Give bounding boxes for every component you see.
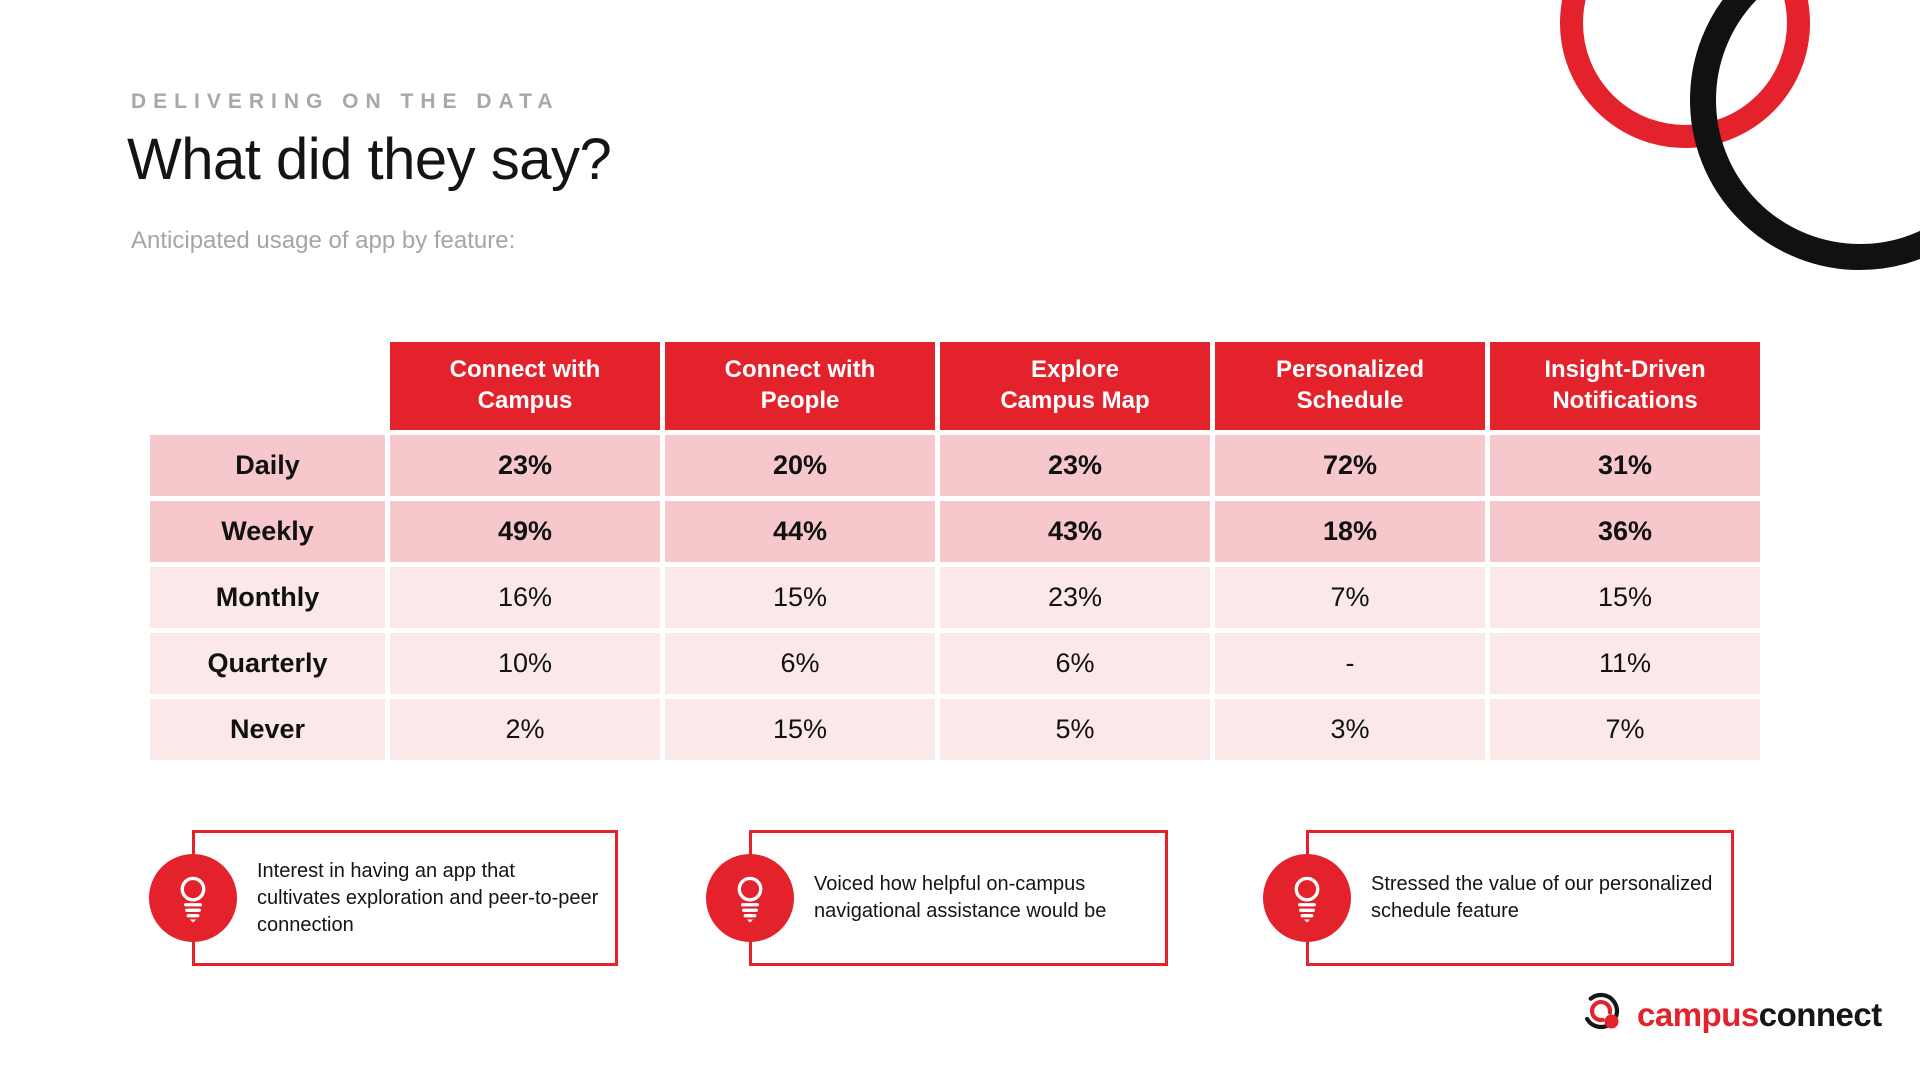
row-label: Never: [150, 699, 385, 760]
table-cell: 23%: [390, 435, 660, 496]
table-cell: 18%: [1215, 501, 1485, 562]
table-cell: 2%: [390, 699, 660, 760]
insight-callout-exploration: Interest in having an app that cultivate…: [149, 830, 618, 966]
column-header-explore-campus-map: Explore Campus Map: [940, 342, 1210, 430]
table-cell: 44%: [665, 501, 935, 562]
table-cell: 5%: [940, 699, 1210, 760]
table-cell: 15%: [665, 567, 935, 628]
logo-text-connect: connect: [1758, 996, 1883, 1033]
table-row-quarterly: Quarterly 10% 6% 6% - 11%: [150, 633, 1760, 694]
column-header-personalized-schedule: Personalized Schedule: [1215, 342, 1485, 430]
table-corner-cell: [150, 342, 385, 430]
table-row-weekly: Weekly 49% 44% 43% 18% 36%: [150, 501, 1760, 562]
table-cell: 16%: [390, 567, 660, 628]
insight-callout-navigation: Voiced how helpful on-campus navigationa…: [706, 830, 1168, 966]
table-row-never: Never 2% 15% 5% 3% 7%: [150, 699, 1760, 760]
lightbulb-icon: [706, 854, 794, 942]
table-cell: 23%: [940, 567, 1210, 628]
column-header-connect-with-people: Connect with People: [665, 342, 935, 430]
table-cell: 15%: [1490, 567, 1760, 628]
kicker: DELIVERING ON THE DATA: [131, 90, 560, 113]
table-cell: 31%: [1490, 435, 1760, 496]
row-label: Quarterly: [150, 633, 385, 694]
table-cell: 11%: [1490, 633, 1760, 694]
table-cell: -: [1215, 633, 1485, 694]
logo-text-campus: campus: [1637, 996, 1759, 1033]
table-cell: 6%: [940, 633, 1210, 694]
campusconnect-logo-icon: [1585, 992, 1620, 1030]
lightbulb-icon: [149, 854, 237, 942]
table-cell: 7%: [1215, 567, 1485, 628]
brand-logo: campus connect: [1580, 990, 1882, 1040]
table-cell: 20%: [665, 435, 935, 496]
table-cell: 6%: [665, 633, 935, 694]
callout-text: Stressed the value of our personalized s…: [1371, 873, 1713, 922]
table-row-daily: Daily 23% 20% 23% 72% 31%: [150, 435, 1760, 496]
table-cell: 15%: [665, 699, 935, 760]
table-cell: 7%: [1490, 699, 1760, 760]
table-cell: 72%: [1215, 435, 1485, 496]
table-cell: 23%: [940, 435, 1210, 496]
table-cell: 43%: [940, 501, 1210, 562]
table-cell: 10%: [390, 633, 660, 694]
decor-black-ring: [1690, 0, 1920, 270]
row-label: Daily: [150, 435, 385, 496]
table-cell: 49%: [390, 501, 660, 562]
lightbulb-icon: [1263, 854, 1351, 942]
usage-table: Connect with Campus Connect with People …: [145, 337, 1765, 765]
row-label: Monthly: [150, 567, 385, 628]
subtitle: Anticipated usage of app by feature:: [131, 227, 516, 254]
column-header-insight-driven-notifications: Insight-Driven Notifications: [1490, 342, 1760, 430]
insight-callout-schedule: Stressed the value of our personalized s…: [1263, 830, 1734, 966]
callout-text: Voiced how helpful on-campus navigationa…: [814, 873, 1107, 922]
table-cell: 36%: [1490, 501, 1760, 562]
column-header-connect-with-campus: Connect with Campus: [390, 342, 660, 430]
table-row-monthly: Monthly 16% 15% 23% 7% 15%: [150, 567, 1760, 628]
callout-text: Interest in having an app that cultivate…: [257, 859, 599, 936]
page-title: What did they say?: [127, 127, 612, 192]
table-header-row: Connect with Campus Connect with People …: [150, 342, 1760, 430]
row-label: Weekly: [150, 501, 385, 562]
table-cell: 3%: [1215, 699, 1485, 760]
